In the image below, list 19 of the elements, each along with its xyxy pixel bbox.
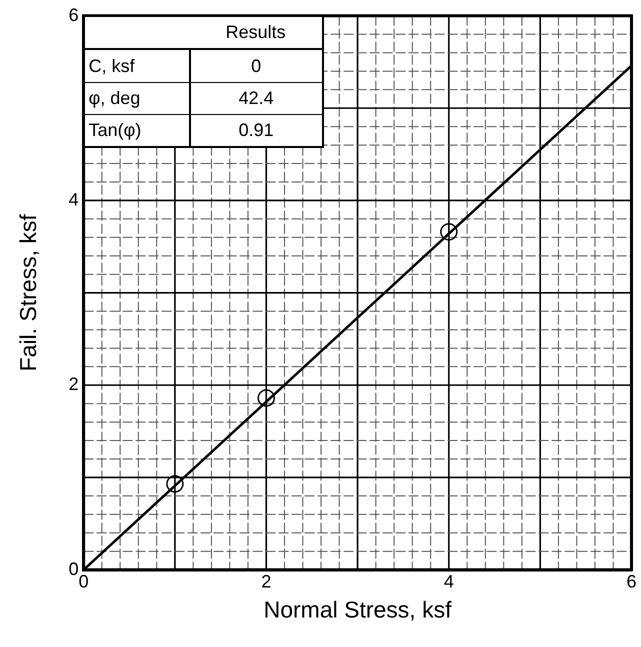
annotation: 42.4 <box>190 82 322 114</box>
point <box>257 389 275 407</box>
y-tick-label: 2 <box>68 374 79 394</box>
annotation: φ, deg <box>84 82 190 114</box>
annotation: Results <box>190 16 322 50</box>
x-tick-label: 2 <box>261 572 272 592</box>
x-tick-label: 6 <box>626 572 637 592</box>
x-axis-title: Normal Stress, ksf <box>264 596 452 623</box>
point <box>440 223 458 241</box>
y-tick-label: 4 <box>68 189 79 210</box>
y-axis-title: Fail. Stress, ksf <box>15 214 42 372</box>
annotation: 0 <box>190 49 322 82</box>
y-tick-label: 0 <box>68 558 79 579</box>
annotation: Tan(φ) <box>84 114 190 146</box>
point <box>166 475 184 493</box>
annotation: 0.91 <box>238 119 275 142</box>
annotation: C, ksf <box>84 49 190 82</box>
y-tick-label: 6 <box>68 4 79 25</box>
x-tick-label: 4 <box>444 572 454 592</box>
